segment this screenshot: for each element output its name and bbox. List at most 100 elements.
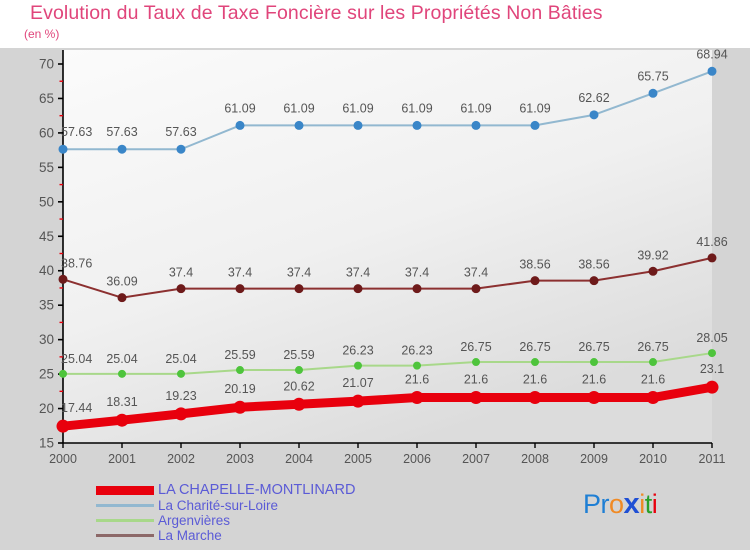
legend-item-1[interactable]: La Charité-sur-Loire (96, 498, 496, 513)
y-tick-label: 25 (39, 367, 54, 382)
data-label: 62.62 (578, 91, 609, 105)
data-label: 41.86 (696, 235, 727, 249)
legend-label: LA CHAPELLE-MONTLINARD (158, 482, 356, 498)
data-point (176, 284, 186, 294)
y-tick-label: 50 (39, 194, 54, 209)
legend-swatch (96, 504, 154, 507)
series-2 (59, 349, 716, 378)
data-label: 21.6 (641, 373, 665, 387)
data-point (708, 349, 716, 358)
data-label: 21.6 (582, 373, 606, 387)
data-label: 20.19 (224, 382, 255, 396)
data-point (115, 413, 129, 427)
data-point (233, 400, 247, 414)
data-label: 26.75 (519, 340, 550, 354)
legend-label: La Marche (158, 528, 222, 543)
chart-legend: LA CHAPELLE-MONTLINARD La Charité-sur-Loi… (96, 483, 496, 543)
data-point (58, 274, 68, 284)
data-label: 36.09 (106, 275, 137, 289)
logo-letter-5: t (644, 489, 653, 519)
x-axis-ticks: 2000 2001 2002 2003 2004 2005 2006 2007 2008 2009… (49, 443, 725, 466)
x-tick-label: 2003 (226, 452, 254, 466)
x-tick-label: 2009 (580, 452, 608, 466)
data-label: 61.09 (224, 101, 255, 115)
data-label: 65.75 (637, 69, 668, 83)
data-label: 37.4 (464, 266, 488, 280)
data-point (469, 391, 483, 405)
legend-label: La Charité-sur-Loire (158, 498, 279, 513)
data-label: 37.4 (405, 266, 429, 280)
logo-letter-3: x (623, 488, 640, 520)
data-label: 18.31 (106, 395, 137, 409)
data-label: 26.75 (637, 340, 668, 354)
data-label: 61.09 (519, 101, 550, 115)
y-tick-label: 15 (39, 436, 54, 451)
x-tick-label: 2008 (521, 452, 549, 466)
series-line (62, 352, 713, 375)
data-point (351, 394, 365, 408)
legend-item-0[interactable]: LA CHAPELLE-MONTLINARD (96, 483, 496, 498)
y-tick-label: 35 (39, 298, 54, 313)
data-point (354, 361, 362, 370)
data-label: 61.09 (401, 101, 432, 115)
page-title: Evolution du Taux de Taxe Foncière sur l… (30, 2, 603, 24)
data-label: 61.09 (342, 101, 373, 115)
data-point (235, 120, 245, 130)
legend-label: Argenvières (158, 513, 231, 528)
proxiti-logo[interactable]: Proxiti (583, 488, 658, 521)
y-tick-label: 55 (39, 160, 54, 175)
data-point (176, 144, 186, 154)
data-point (236, 366, 244, 375)
data-point (413, 361, 421, 370)
series-0 (56, 380, 719, 433)
y-tick-label: 20 (39, 401, 54, 416)
data-label: 57.63 (61, 125, 92, 139)
data-point (707, 66, 717, 76)
data-label: 26.75 (578, 340, 609, 354)
data-point (589, 276, 599, 286)
data-point (648, 266, 658, 276)
data-point (587, 391, 601, 405)
data-label: 68.94 (696, 47, 727, 61)
data-point (530, 120, 540, 130)
logo-letter-6: i (651, 489, 658, 519)
data-label: 26.23 (342, 344, 373, 358)
legend-swatch (96, 534, 154, 537)
data-label: 26.23 (401, 344, 432, 358)
series-line (58, 382, 717, 431)
data-point (410, 391, 424, 405)
data-point (590, 358, 598, 367)
legend-item-2[interactable]: Argenvières (96, 513, 496, 528)
data-label: 25.04 (165, 352, 196, 366)
y-tick-label: 45 (39, 229, 54, 244)
data-label: 25.59 (224, 348, 255, 362)
data-label: 38.56 (578, 258, 609, 272)
data-point (117, 144, 127, 154)
y-tick-label: 30 (39, 332, 54, 347)
logo-letter-1: r (600, 489, 610, 519)
legend-item-3[interactable]: La Marche (96, 528, 496, 543)
x-tick-label: 2005 (344, 452, 372, 466)
data-label: 21.6 (464, 373, 488, 387)
data-label: 37.4 (228, 266, 252, 280)
title-banner (0, 0, 750, 48)
data-point (56, 419, 70, 433)
data-point (649, 358, 657, 367)
data-point (353, 120, 363, 130)
series-3 (58, 253, 717, 303)
data-point (117, 293, 127, 303)
data-label: 26.75 (460, 340, 491, 354)
data-point (648, 88, 658, 98)
data-label: 19.23 (165, 389, 196, 403)
y-axis-ticks: 15 20 25 30 35 40 45 50 55 60 65 70 (39, 57, 63, 451)
data-label: 21.6 (405, 373, 429, 387)
x-tick-label: 2004 (285, 452, 313, 466)
series-labels-3: 38.76 36.09 37.4 37.4 37.4 37.4 37.4 37.4 38.56 3… (61, 235, 728, 289)
data-label: 20.62 (283, 379, 314, 393)
logo-letter-4: i (639, 489, 645, 519)
data-label: 37.4 (346, 266, 370, 280)
data-label: 21.07 (342, 376, 373, 390)
data-point (235, 284, 245, 294)
